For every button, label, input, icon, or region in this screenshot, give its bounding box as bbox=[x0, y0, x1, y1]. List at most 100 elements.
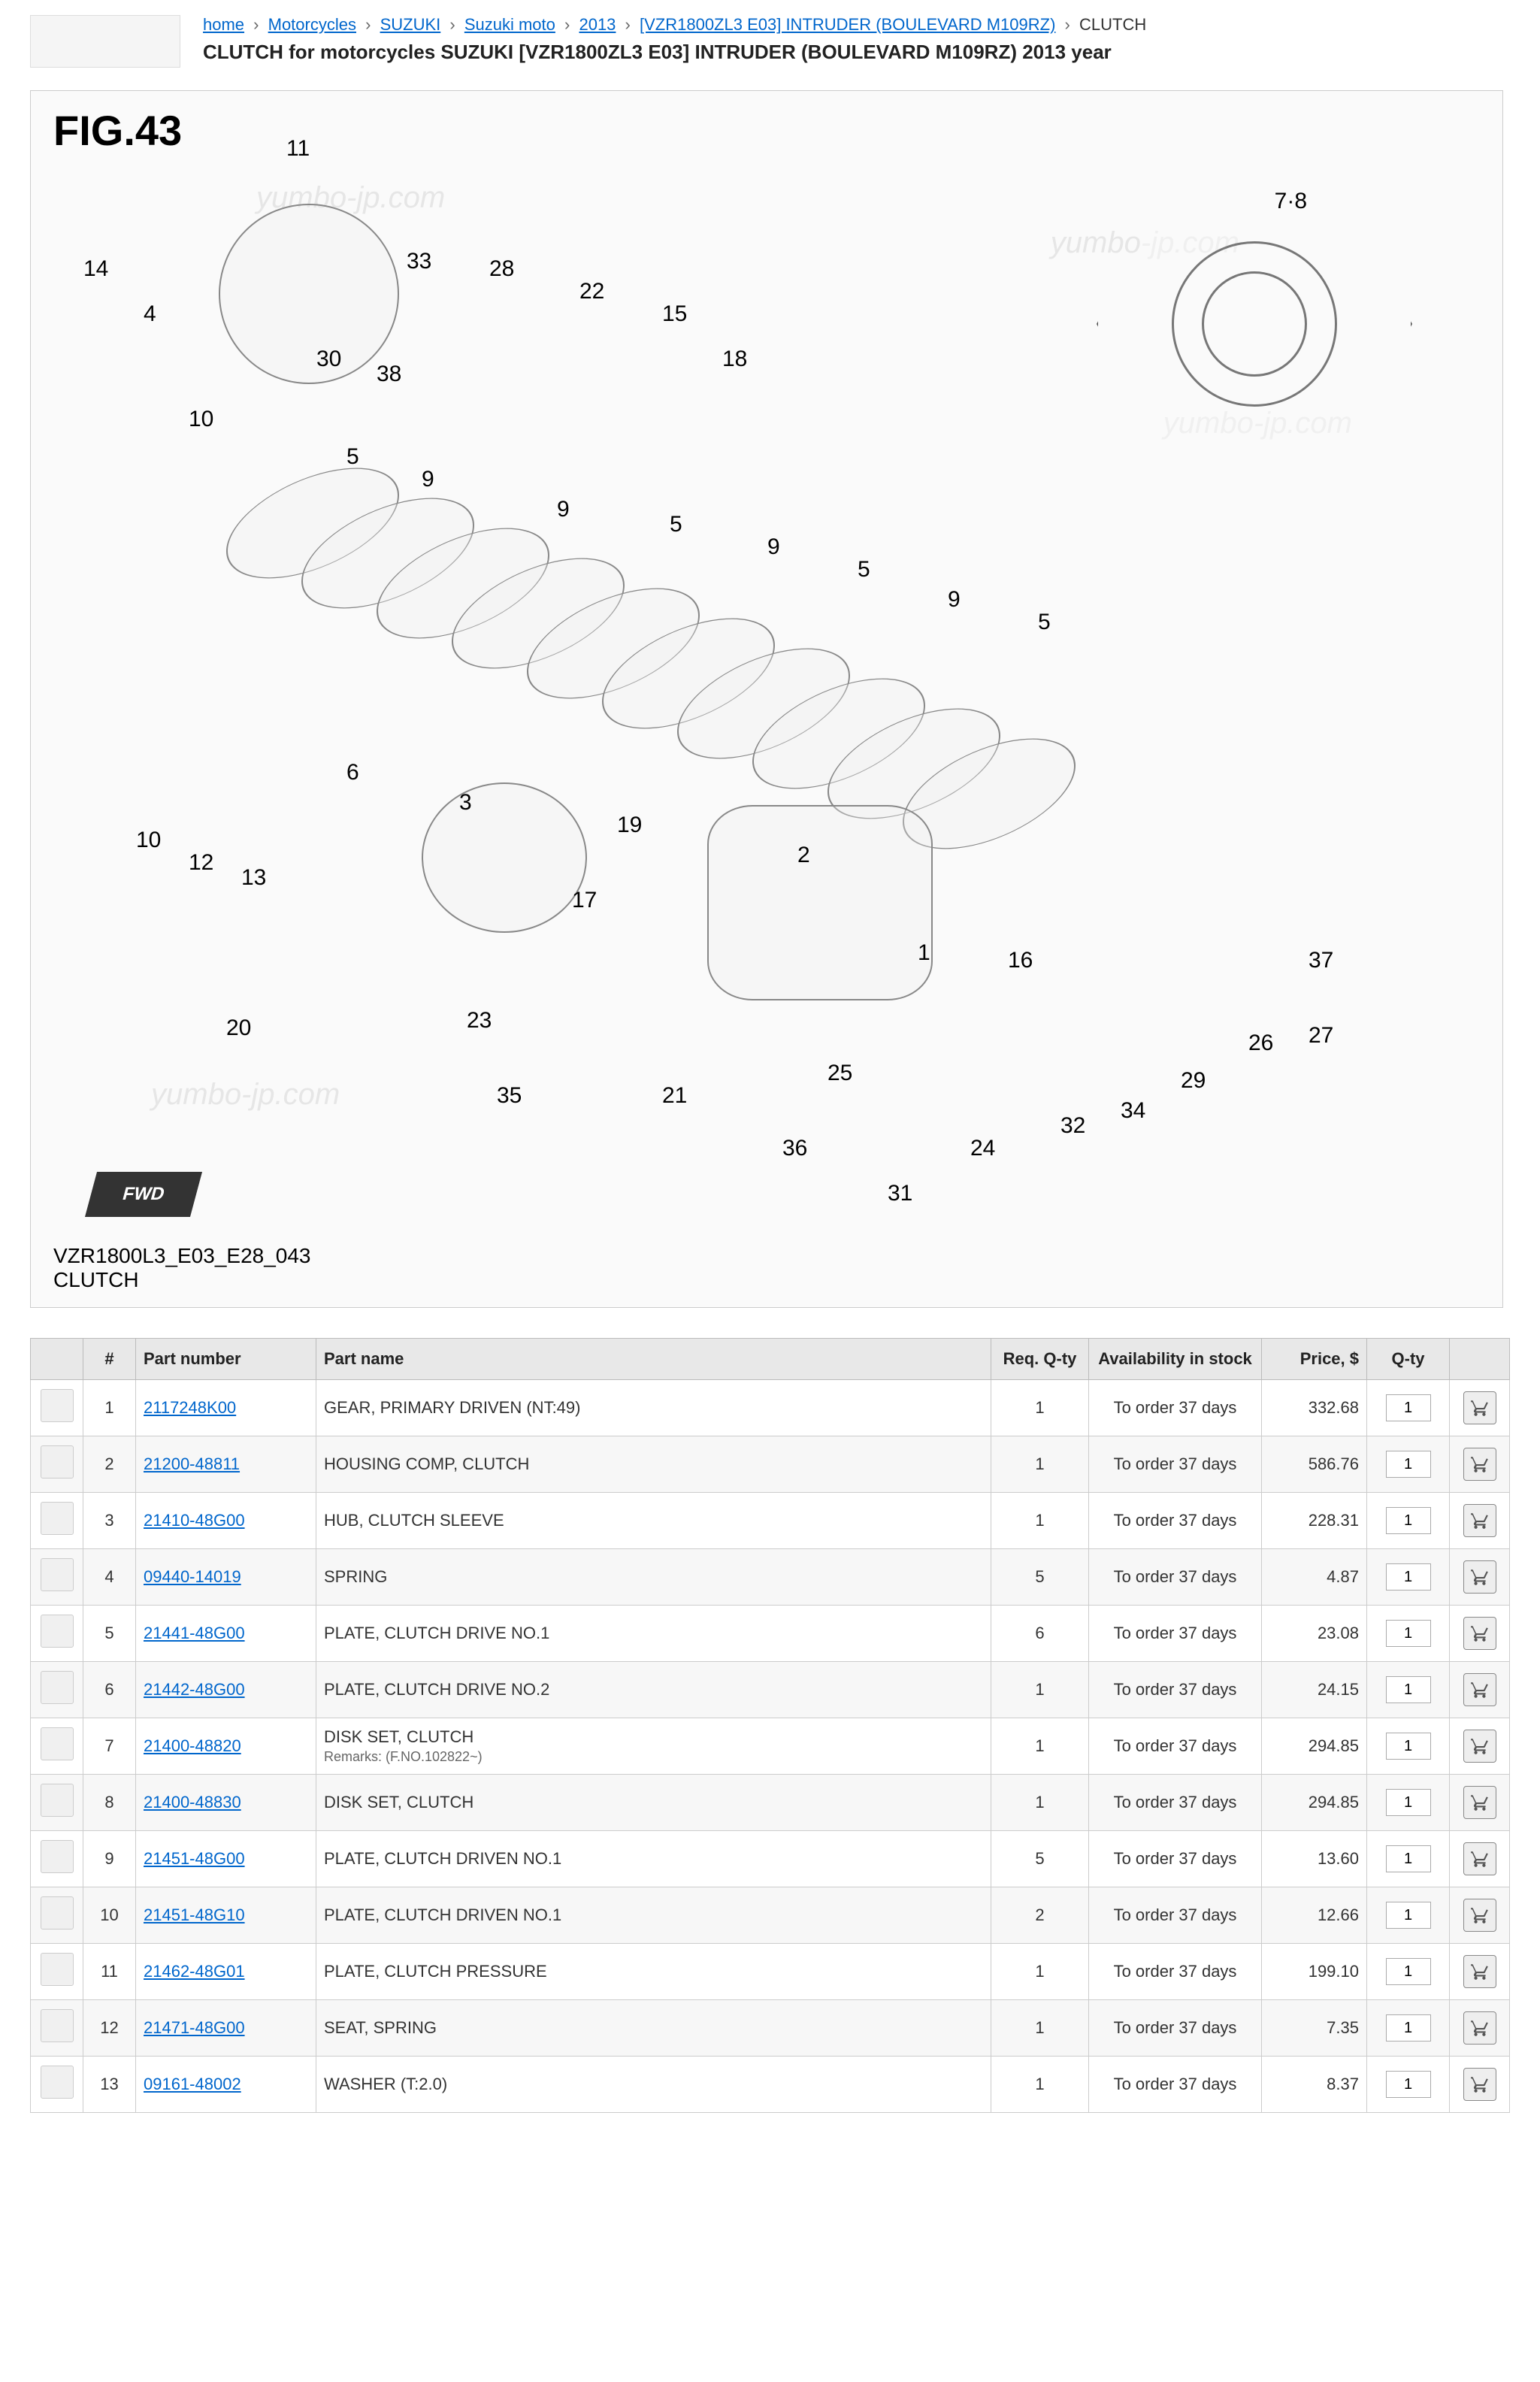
breadcrumb-home[interactable]: home bbox=[203, 15, 244, 34]
qty-input[interactable] bbox=[1386, 1620, 1431, 1647]
part-thumbnail[interactable] bbox=[41, 1445, 74, 1479]
add-to-cart-button[interactable] bbox=[1463, 1617, 1496, 1650]
page-title: CLUTCH for motorcycles SUZUKI [VZR1800ZL… bbox=[203, 41, 1510, 64]
callout-29: 29 bbox=[1181, 1068, 1206, 1094]
required-qty: 1 bbox=[991, 1436, 1089, 1493]
part-number-link[interactable]: 21400-48830 bbox=[144, 1793, 241, 1811]
callout-12: 12 bbox=[189, 850, 213, 876]
part-number-link[interactable]: 09440-14019 bbox=[144, 1567, 241, 1586]
stock-availability: To order 37 days bbox=[1089, 1493, 1262, 1549]
breadcrumb-sep: › bbox=[625, 15, 631, 34]
part-thumbnail[interactable] bbox=[41, 1953, 74, 1986]
price: 228.31 bbox=[1262, 1493, 1367, 1549]
ref-number: 3 bbox=[83, 1493, 136, 1549]
part-thumbnail[interactable] bbox=[41, 1727, 74, 1760]
qty-input[interactable] bbox=[1386, 2014, 1431, 2041]
ref-number: 7 bbox=[83, 1718, 136, 1775]
callout-26: 26 bbox=[1248, 1031, 1273, 1056]
add-to-cart-button[interactable] bbox=[1463, 1560, 1496, 1594]
breadcrumb-l5[interactable]: [VZR1800ZL3 E03] INTRUDER (BOULEVARD M10… bbox=[640, 15, 1055, 34]
callout-19: 19 bbox=[617, 813, 642, 838]
ref-number: 6 bbox=[83, 1662, 136, 1718]
callout-9: 9 bbox=[948, 587, 961, 613]
price: 7.35 bbox=[1262, 2000, 1367, 2057]
breadcrumb-sep: › bbox=[1065, 15, 1070, 34]
add-to-cart-button[interactable] bbox=[1463, 1786, 1496, 1819]
qty-input[interactable] bbox=[1386, 1845, 1431, 1872]
add-to-cart-button[interactable] bbox=[1463, 1504, 1496, 1537]
add-to-cart-button[interactable] bbox=[1463, 1673, 1496, 1706]
qty-input[interactable] bbox=[1386, 1733, 1431, 1760]
qty-input[interactable] bbox=[1386, 1902, 1431, 1929]
breadcrumb-l4[interactable]: 2013 bbox=[579, 15, 616, 34]
qty-input[interactable] bbox=[1386, 1394, 1431, 1421]
stock-availability: To order 37 days bbox=[1089, 1887, 1262, 1944]
qty-input[interactable] bbox=[1386, 1451, 1431, 1478]
callout-10: 10 bbox=[189, 407, 213, 432]
add-to-cart-button[interactable] bbox=[1463, 2011, 1496, 2045]
part-thumbnail[interactable] bbox=[41, 1389, 74, 1422]
add-to-cart-button[interactable] bbox=[1463, 1391, 1496, 1424]
part-thumbnail[interactable] bbox=[41, 1840, 74, 1873]
table-row: 321410-48G00HUB, CLUTCH SLEEVE1To order … bbox=[31, 1493, 1510, 1549]
part-number-link[interactable]: 21441-48G00 bbox=[144, 1624, 245, 1642]
add-to-cart-button[interactable] bbox=[1463, 2068, 1496, 2101]
part-thumbnail[interactable] bbox=[41, 2009, 74, 2042]
cart-icon bbox=[1470, 1567, 1490, 1587]
part-name: PLATE, CLUTCH PRESSURE bbox=[316, 1944, 991, 2000]
part-number-link[interactable]: 21442-48G00 bbox=[144, 1680, 245, 1699]
breadcrumb-l2[interactable]: SUZUKI bbox=[380, 15, 441, 34]
ref-number: 1 bbox=[83, 1380, 136, 1436]
breadcrumb-l3[interactable]: Suzuki moto bbox=[464, 15, 555, 34]
cart-icon bbox=[1470, 1624, 1490, 1643]
part-number-link[interactable]: 21462-48G01 bbox=[144, 1962, 245, 1981]
callout-1: 1 bbox=[918, 940, 930, 966]
part-number-link[interactable]: 21400-48820 bbox=[144, 1736, 241, 1755]
add-to-cart-button[interactable] bbox=[1463, 1448, 1496, 1481]
qty-input[interactable] bbox=[1386, 1958, 1431, 1985]
cart-icon bbox=[1470, 1849, 1490, 1869]
part-thumbnail[interactable] bbox=[41, 1558, 74, 1591]
callout-3: 3 bbox=[459, 790, 472, 816]
breadcrumb-l1[interactable]: Motorcycles bbox=[268, 15, 356, 34]
qty-input[interactable] bbox=[1386, 1507, 1431, 1534]
part-number-link[interactable]: 2117248K00 bbox=[144, 1398, 236, 1417]
part-number-link[interactable]: 21451-48G10 bbox=[144, 1905, 245, 1924]
qty-input[interactable] bbox=[1386, 1789, 1431, 1816]
part-thumbnail[interactable] bbox=[41, 2066, 74, 2099]
site-logo[interactable] bbox=[30, 15, 180, 68]
add-to-cart-button[interactable] bbox=[1463, 1730, 1496, 1763]
callout-5: 5 bbox=[670, 512, 682, 537]
qty-input[interactable] bbox=[1386, 1563, 1431, 1591]
callout-32: 32 bbox=[1060, 1113, 1085, 1139]
table-row: 921451-48G00PLATE, CLUTCH DRIVEN NO.15To… bbox=[31, 1831, 1510, 1887]
add-to-cart-button[interactable] bbox=[1463, 1842, 1496, 1875]
stock-availability: To order 37 days bbox=[1089, 1436, 1262, 1493]
callout-33: 33 bbox=[407, 249, 431, 274]
part-remarks: Remarks: (F.NO.102822~) bbox=[324, 1749, 983, 1765]
part-thumbnail[interactable] bbox=[41, 1615, 74, 1648]
cart-icon bbox=[1470, 1511, 1490, 1530]
add-to-cart-button[interactable] bbox=[1463, 1899, 1496, 1932]
add-to-cart-button[interactable] bbox=[1463, 1955, 1496, 1988]
part-number-link[interactable]: 21451-48G00 bbox=[144, 1849, 245, 1868]
callout-5: 5 bbox=[1038, 610, 1051, 635]
part-thumbnail[interactable] bbox=[41, 1896, 74, 1930]
stock-availability: To order 37 days bbox=[1089, 1831, 1262, 1887]
price: 13.60 bbox=[1262, 1831, 1367, 1887]
qty-input[interactable] bbox=[1386, 1676, 1431, 1703]
part-number-link[interactable]: 09161-48002 bbox=[144, 2075, 241, 2093]
part-number-link[interactable]: 21200-48811 bbox=[144, 1454, 240, 1473]
callout-22: 22 bbox=[579, 279, 604, 304]
breadcrumb-sep: › bbox=[253, 15, 259, 34]
part-thumbnail[interactable] bbox=[41, 1784, 74, 1817]
stock-availability: To order 37 days bbox=[1089, 2000, 1262, 2057]
part-number-link[interactable]: 21410-48G00 bbox=[144, 1511, 245, 1530]
qty-input[interactable] bbox=[1386, 2071, 1431, 2098]
col-header-price: Price, $ bbox=[1262, 1339, 1367, 1380]
part-thumbnail[interactable] bbox=[41, 1502, 74, 1535]
col-header-add bbox=[1450, 1339, 1510, 1380]
part-thumbnail[interactable] bbox=[41, 1671, 74, 1704]
table-row: 1121462-48G01PLATE, CLUTCH PRESSURE1To o… bbox=[31, 1944, 1510, 2000]
part-number-link[interactable]: 21471-48G00 bbox=[144, 2018, 245, 2037]
